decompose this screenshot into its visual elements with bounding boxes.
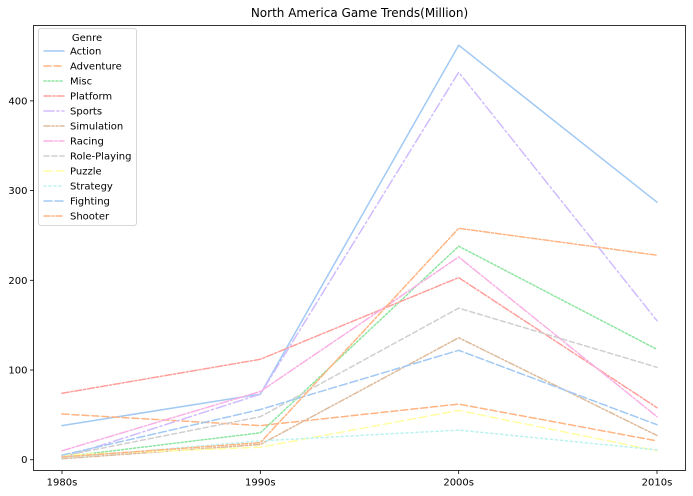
x-tick-label: 2010s xyxy=(642,478,673,489)
series-line-fighting xyxy=(61,349,658,456)
legend-box xyxy=(38,28,137,226)
y-tick-label: 0 xyxy=(21,455,27,466)
legend-label: Simulation xyxy=(70,122,123,133)
legend-items: Action Adventure Misc Platform Sports Simulat… xyxy=(43,47,131,223)
series-line-sports xyxy=(61,71,658,459)
legend-label: Platform xyxy=(70,92,112,103)
legend-label: Role-Playing xyxy=(70,152,131,163)
series-line-platform xyxy=(61,276,658,409)
series-line-role-playing xyxy=(61,307,658,457)
y-tick-label: 100 xyxy=(8,366,27,377)
legend-label: Fighting xyxy=(70,197,110,208)
y-tick-label: 300 xyxy=(8,186,27,197)
x-tick-label: 2000s xyxy=(443,478,474,489)
legend-label: Racing xyxy=(70,137,104,148)
y-tick-label: 200 xyxy=(8,276,27,287)
chart-title: North America Game Trends(Million) xyxy=(251,6,468,20)
axes-layer: 1980s 1990s 2000s 2010s 0 100 200 300 400 xyxy=(8,96,672,488)
x-tick-label: 1990s xyxy=(245,478,276,489)
series-line-shooter xyxy=(61,227,658,458)
series-line-racing xyxy=(61,256,658,452)
legend-label: Sports xyxy=(70,107,102,118)
legend-label: Puzzle xyxy=(70,167,102,178)
legend-title: Genre xyxy=(72,33,102,44)
legend-label: Strategy xyxy=(70,182,113,193)
plot-area-frame xyxy=(33,25,686,471)
legend-label: Adventure xyxy=(70,62,122,73)
x-tick-label: 1980s xyxy=(47,478,78,489)
legend-label: Shooter xyxy=(70,212,110,223)
legend-label: Misc xyxy=(70,77,92,88)
legend-label: Action xyxy=(70,47,101,58)
series-line-puzzle xyxy=(61,409,658,456)
series-line-action xyxy=(61,44,658,427)
series-layer xyxy=(61,44,658,460)
y-tick-label: 400 xyxy=(8,96,27,107)
series-line-misc xyxy=(61,245,658,458)
series-line-adventure xyxy=(61,403,658,442)
legend: Genre Action Adventure Misc Platform Sports S… xyxy=(38,28,137,226)
